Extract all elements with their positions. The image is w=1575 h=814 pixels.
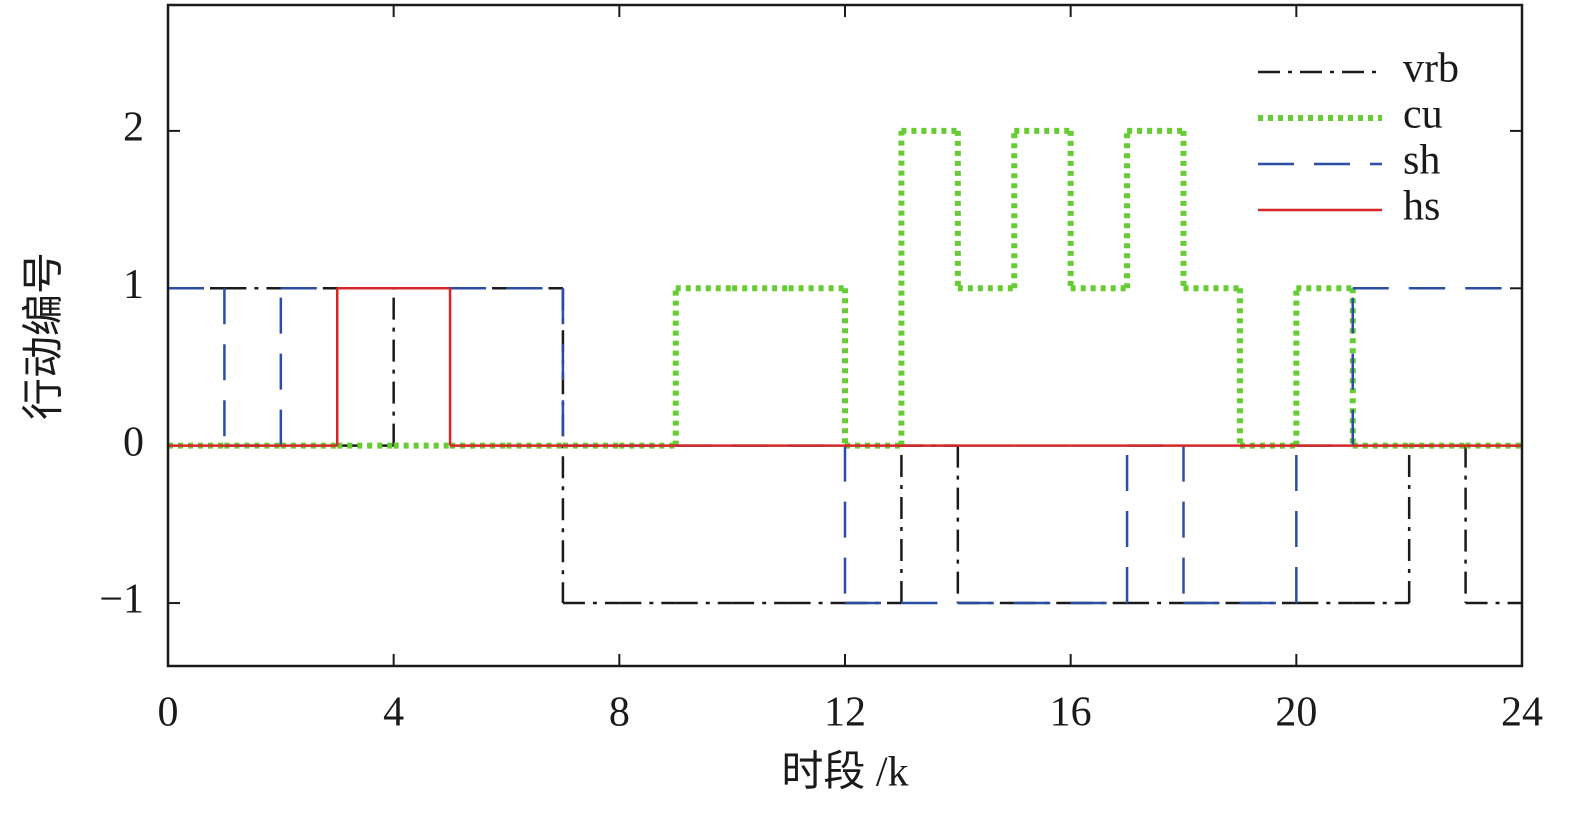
x-tick-label: 24 bbox=[1501, 690, 1543, 736]
legend-label: vrb bbox=[1403, 46, 1459, 92]
y-tick-label: 1 bbox=[123, 262, 144, 308]
x-tick-label: 12 bbox=[824, 690, 866, 736]
legend-label: cu bbox=[1403, 92, 1443, 138]
x-tick-label: 0 bbox=[158, 690, 179, 736]
y-tick-label: −1 bbox=[99, 577, 144, 623]
plot-frame bbox=[166, 3, 1524, 668]
y-tick-label: 2 bbox=[123, 105, 144, 151]
x-tick-label: 8 bbox=[609, 690, 630, 736]
series-0 bbox=[168, 287, 1522, 605]
series-3 bbox=[168, 287, 1522, 447]
legend-label: sh bbox=[1403, 138, 1440, 184]
y-tick-label: 0 bbox=[123, 419, 144, 465]
legend-label: hs bbox=[1403, 184, 1440, 230]
x-tick-label: 20 bbox=[1275, 690, 1317, 736]
x-tick-label: 16 bbox=[1050, 690, 1092, 736]
x-tick-label: 4 bbox=[383, 690, 404, 736]
y-axis-label: 行动编号 bbox=[22, 252, 68, 420]
x-axis-label: 时段 /k bbox=[781, 750, 908, 796]
